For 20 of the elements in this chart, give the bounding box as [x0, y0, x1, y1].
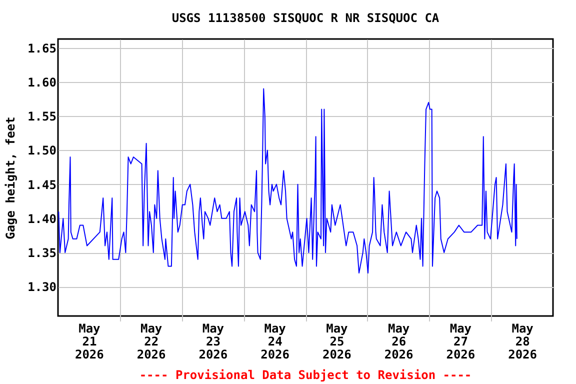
- y-tick-label: 1.35: [28, 246, 56, 260]
- x-tick-label: May 23 2026: [198, 322, 228, 362]
- x-tick-label: May 26 2026: [384, 322, 414, 362]
- y-tick-label: 1.50: [28, 144, 56, 158]
- y-tick-label: 1.55: [28, 110, 56, 124]
- y-tick-label: 1.30: [28, 280, 56, 294]
- x-tick-label: May 24 2026: [260, 322, 290, 362]
- x-tick-label: May 28 2026: [508, 322, 538, 362]
- chart-title: USGS 11138500 SISQUOC R NR SISQUOC CA: [172, 11, 440, 25]
- y-axis-title: Gage height, feet: [4, 116, 18, 240]
- line-series: [58, 88, 518, 274]
- x-tick-label: May 25 2026: [322, 322, 352, 362]
- y-tick-label: 1.60: [28, 75, 56, 90]
- x-tick-label: May 22 2026: [136, 322, 166, 362]
- y-tick-label: 1.65: [28, 41, 56, 56]
- x-tick-label: May 27 2026: [446, 322, 476, 362]
- y-tick-label: 1.45: [28, 178, 56, 192]
- y-tick-label: 1.40: [28, 212, 56, 226]
- x-tick-label: May 21 2026: [74, 322, 104, 362]
- text: ---- Provisional Data Subject to Revision ----: [139, 368, 472, 382]
